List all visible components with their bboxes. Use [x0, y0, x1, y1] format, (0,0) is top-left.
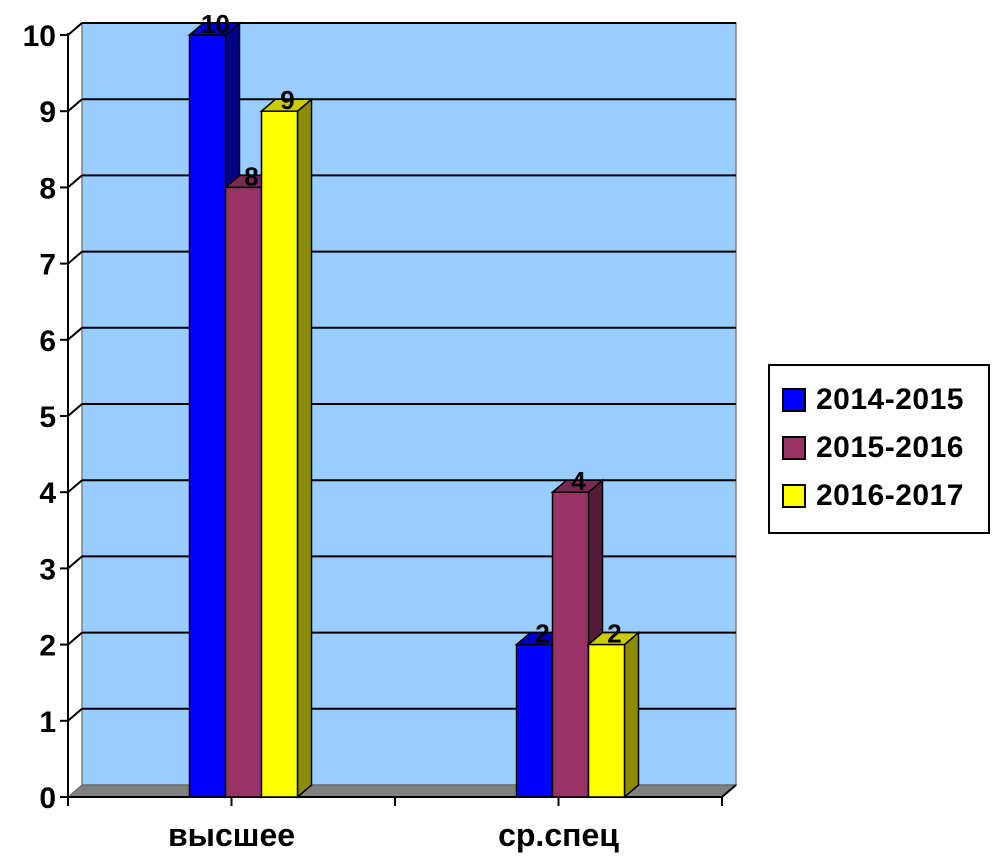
gridline-connector: [67, 555, 83, 570]
axes: 0 1 2 3 4 5 6 7 8 9 10 высшее ср.спец: [23, 20, 737, 853]
legend-label: 2016-2017: [816, 479, 964, 512]
y-tick-label: 0: [39, 782, 56, 815]
data-label: 4: [571, 466, 586, 496]
y-tick-label: 7: [39, 249, 56, 282]
legend-item: 2014-2015: [782, 376, 988, 424]
bars: [187, 21, 641, 799]
data-label: 2: [607, 619, 621, 649]
bar: [188, 34, 227, 798]
gridline-connector: [67, 631, 83, 646]
bar-side: [623, 630, 640, 799]
gridline-connector: [67, 250, 83, 265]
data-labels: 10 8 9 2 4 2: [201, 9, 622, 649]
gridline-connector: [67, 98, 83, 112]
legend-label: 2015-2016: [816, 431, 964, 464]
y-tick-label: 4: [39, 477, 56, 510]
data-label: 9: [280, 85, 294, 115]
data-label: 2: [535, 619, 549, 649]
gridline-connector: [67, 708, 83, 722]
bar: [260, 110, 299, 798]
legend-item: 2016-2017: [782, 472, 988, 520]
legend-swatch: [782, 484, 806, 508]
bar: [587, 643, 626, 798]
bar-side: [296, 97, 313, 799]
y-tick-label: 10: [23, 20, 56, 53]
data-label: 8: [244, 161, 258, 191]
x-axis-end: [721, 784, 737, 798]
y-tick-label: 9: [39, 96, 56, 129]
data-label: 10: [201, 9, 230, 39]
legend-item: 2015-2016: [782, 424, 988, 472]
y-tick-label: 2: [39, 630, 56, 663]
y-tick-label: 8: [39, 172, 56, 205]
gridline-connector: [67, 403, 83, 417]
y-tick-label: 1: [39, 706, 56, 739]
gridline-connector: [67, 327, 83, 341]
y-tick-label: 6: [39, 325, 56, 358]
bar: [224, 186, 263, 798]
legend: 2014-2015 2015-2016 2016-2017: [768, 364, 990, 534]
x-tick-label: высшее: [168, 817, 295, 853]
bar: [515, 643, 554, 798]
gridline-connector: [67, 174, 83, 189]
bar: [551, 491, 590, 798]
gridline-connector: [67, 479, 83, 493]
legend-label: 2014-2015: [816, 383, 964, 416]
legend-swatch: [782, 436, 806, 460]
x-tick-label: ср.спец: [498, 817, 619, 853]
y-tick-label: 3: [39, 553, 56, 586]
gridline-connector: [67, 22, 83, 36]
y-tick-label: 5: [39, 401, 56, 434]
legend-swatch: [782, 388, 806, 412]
